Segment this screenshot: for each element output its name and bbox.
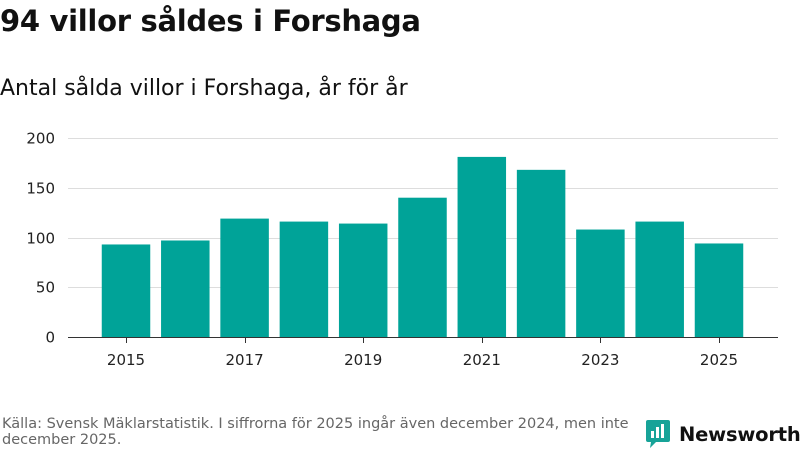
bar-2025 (694, 243, 744, 337)
bar-chart-logo-icon (646, 420, 670, 448)
bar-2021 (457, 156, 507, 337)
chart-title: 94 villor såldes i Forshaga (0, 4, 421, 38)
bar-2023 (576, 229, 625, 337)
x-tick-label: 2025 (700, 351, 738, 369)
bar-2017 (220, 218, 269, 337)
tick-labels: 0 50 100 150 200 2015 2017 2019 2021 2023 2025 (26, 130, 738, 370)
x-tick-label: 2017 (226, 351, 264, 369)
y-tick-label: 0 (45, 329, 55, 347)
chart-subtitle: Antal sålda villor i Forshaga, år för år (0, 76, 408, 101)
bar-2018 (279, 221, 329, 337)
bar-2022 (516, 169, 566, 337)
brand-name: Newsworthy (679, 422, 800, 446)
x-tick-label: 2019 (344, 351, 382, 369)
x-tick-label: 2023 (581, 351, 619, 369)
y-tick-label: 100 (26, 230, 55, 248)
y-tick-label: 150 (26, 180, 55, 198)
bar-chart: 0 50 100 150 200 2015 2017 2019 2021 2023 2025 (26, 130, 778, 370)
bar-2020 (398, 197, 447, 337)
bar-2016 (161, 240, 210, 337)
bar-2024 (635, 221, 684, 337)
bar-2019 (338, 223, 388, 337)
x-tick-label: 2015 (107, 351, 145, 369)
source-note: Källa: Svensk Mäklarstatistik. I siffror… (2, 416, 629, 448)
bar-2015 (101, 244, 151, 337)
brand-logo: Newsworthy (645, 419, 800, 449)
axes (68, 337, 778, 343)
y-tick-label: 50 (36, 279, 55, 297)
y-tick-label: 200 (26, 130, 55, 148)
x-tick-label: 2021 (463, 351, 501, 369)
bars (101, 156, 744, 337)
